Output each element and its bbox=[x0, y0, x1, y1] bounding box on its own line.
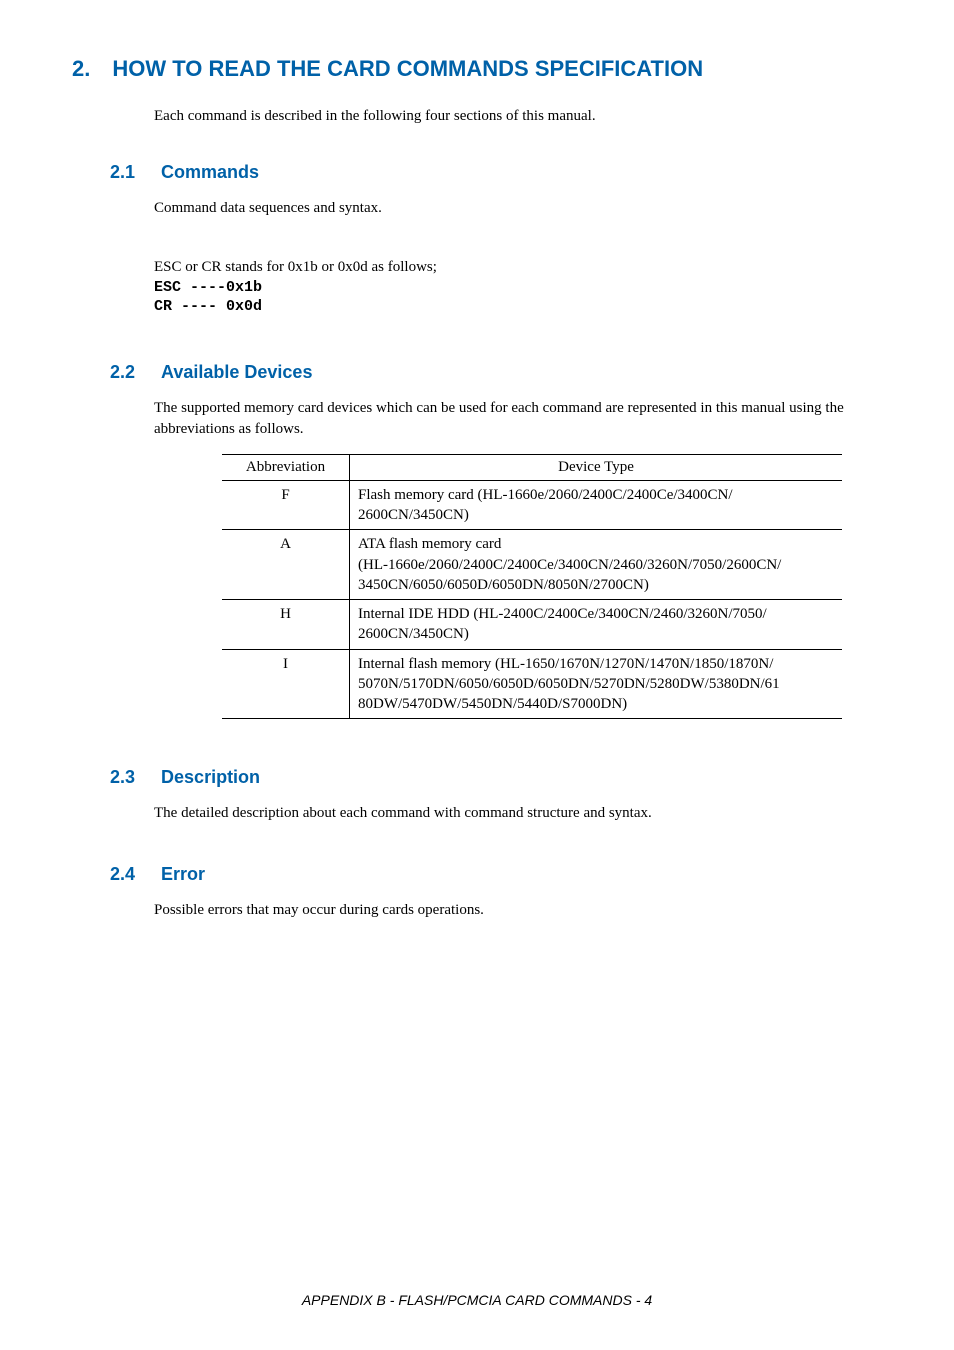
table-head-abbr: Abbreviation bbox=[222, 454, 350, 480]
heading-2-num: 2.4 bbox=[110, 864, 135, 885]
page-footer: APPENDIX B - FLASH/PCMCIA CARD COMMANDS … bbox=[0, 1292, 954, 1308]
table-cell-type: Internal flash memory (HL-1650/1670N/127… bbox=[350, 649, 843, 719]
heading-2-num: 2.1 bbox=[110, 162, 135, 183]
intro-paragraph: Each command is described in the followi… bbox=[154, 106, 882, 126]
table-header-row: Abbreviation Device Type bbox=[222, 454, 842, 480]
s21-p2: ESC or CR stands for 0x1b or 0x0d as fol… bbox=[154, 257, 882, 277]
s23-p1: The detailed description about each comm… bbox=[154, 803, 882, 823]
heading-1: 2. HOW TO READ THE CARD COMMANDS SPECIFI… bbox=[72, 56, 882, 82]
heading-2-title: Description bbox=[161, 767, 260, 788]
table-row: H Internal IDE HDD (HL-2400C/2400Ce/3400… bbox=[222, 600, 842, 650]
table-cell-type: Internal IDE HDD (HL-2400C/2400Ce/3400CN… bbox=[350, 600, 843, 650]
heading-2-devices: 2.2 Available Devices bbox=[110, 362, 882, 383]
table-head-type: Device Type bbox=[350, 454, 843, 480]
table-cell-type: Flash memory card (HL-1660e/2060/2400C/2… bbox=[350, 480, 843, 530]
s24-p1: Possible errors that may occur during ca… bbox=[154, 900, 882, 920]
table-cell-type: ATA flash memory card (HL-1660e/2060/240… bbox=[350, 530, 843, 600]
heading-2-title: Error bbox=[161, 864, 205, 885]
heading-2-title: Available Devices bbox=[161, 362, 312, 383]
heading-1-num: 2. bbox=[72, 56, 90, 82]
device-table: Abbreviation Device Type F Flash memory … bbox=[222, 454, 842, 720]
heading-2-error: 2.4 Error bbox=[110, 864, 882, 885]
heading-2-commands: 2.1 Commands bbox=[110, 162, 882, 183]
s21-code1: ESC ----0x1b bbox=[154, 279, 882, 298]
s21-p1: Command data sequences and syntax. bbox=[154, 198, 882, 218]
table-cell-abbr: A bbox=[222, 530, 350, 600]
heading-2-description: 2.3 Description bbox=[110, 767, 882, 788]
s22-p1: The supported memory card devices which … bbox=[154, 398, 882, 439]
table-cell-abbr: F bbox=[222, 480, 350, 530]
heading-1-title: HOW TO READ THE CARD COMMANDS SPECIFICAT… bbox=[112, 56, 703, 82]
table-row: I Internal flash memory (HL-1650/1670N/1… bbox=[222, 649, 842, 719]
heading-2-title: Commands bbox=[161, 162, 259, 183]
heading-2-num: 2.3 bbox=[110, 767, 135, 788]
table-row: F Flash memory card (HL-1660e/2060/2400C… bbox=[222, 480, 842, 530]
table-cell-abbr: H bbox=[222, 600, 350, 650]
s21-code2: CR ---- 0x0d bbox=[154, 298, 882, 317]
table-row: A ATA flash memory card (HL-1660e/2060/2… bbox=[222, 530, 842, 600]
table-cell-abbr: I bbox=[222, 649, 350, 719]
heading-2-num: 2.2 bbox=[110, 362, 135, 383]
